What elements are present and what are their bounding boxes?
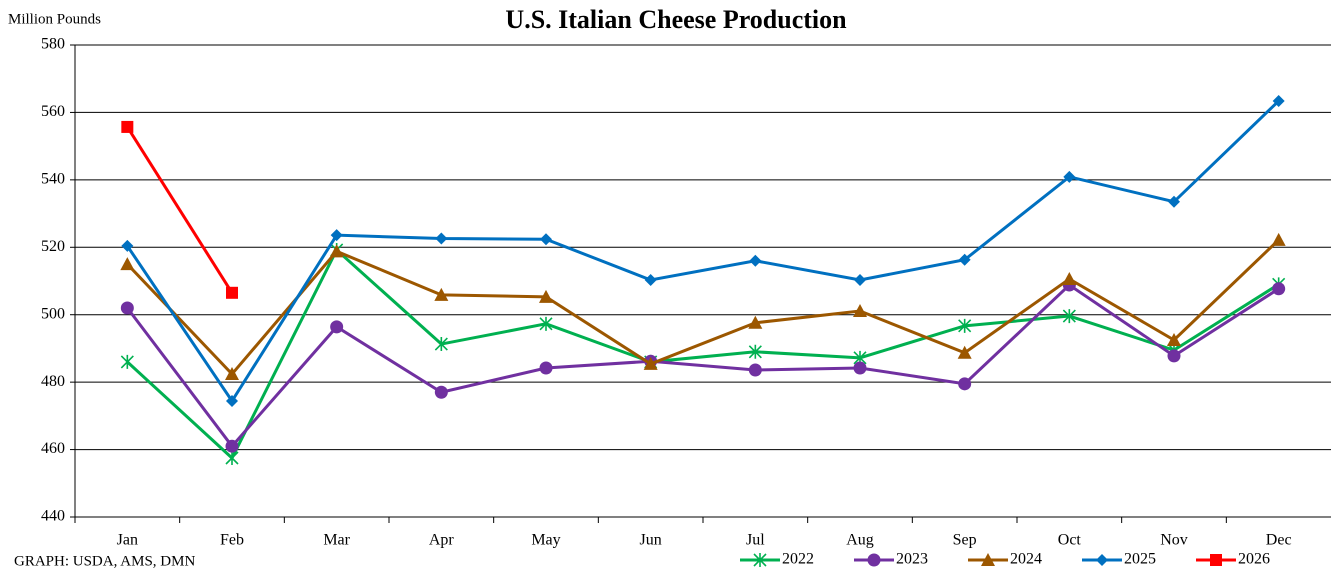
marker	[1272, 94, 1285, 107]
marker	[1062, 309, 1076, 324]
marker	[853, 361, 867, 375]
marker	[330, 229, 343, 242]
marker	[539, 316, 553, 331]
legend-label: 2022	[782, 551, 814, 568]
y-tick-label: 500	[41, 305, 65, 322]
marker	[957, 345, 972, 359]
marker	[539, 289, 553, 303]
x-tick-label: Oct	[1058, 532, 1082, 549]
marker	[121, 239, 134, 252]
x-tick-label: Feb	[220, 532, 244, 549]
marker	[1168, 195, 1180, 208]
legend-label: 2026	[1238, 551, 1270, 568]
x-tick-label: May	[531, 532, 560, 549]
y-tick-label: 460	[41, 440, 65, 457]
marker	[958, 377, 972, 391]
marker	[1167, 349, 1181, 363]
x-tick-label: Jul	[746, 532, 765, 549]
legend-label: 2024	[1010, 551, 1042, 568]
y-tick-label: 560	[41, 103, 65, 120]
source-note: GRAPH: USDA, AMS, DMN	[14, 553, 195, 569]
series-line	[126, 99, 1280, 404]
marker	[1210, 554, 1222, 566]
marker	[120, 354, 134, 369]
x-tick-label: Jan	[117, 532, 138, 549]
marker	[226, 286, 238, 299]
x-tick-label: Sep	[953, 532, 977, 549]
marker	[539, 361, 553, 375]
y-tick-label: 440	[41, 508, 65, 525]
marker	[1096, 554, 1108, 566]
series-line	[126, 247, 1280, 461]
marker	[643, 356, 658, 370]
marker	[1167, 333, 1181, 346]
marker	[854, 273, 866, 286]
marker	[1062, 271, 1077, 285]
series-line	[126, 283, 1280, 449]
legend-label: 2023	[896, 551, 928, 568]
marker	[434, 385, 448, 399]
y-tick-label: 520	[41, 238, 65, 255]
series-line	[126, 126, 234, 294]
marker	[853, 304, 867, 318]
marker	[225, 439, 239, 453]
x-tick-label: Nov	[1160, 532, 1188, 549]
marker	[1063, 170, 1076, 183]
y-tick-label: 580	[41, 36, 65, 53]
y-tick-label: 480	[41, 373, 65, 390]
marker	[1271, 232, 1286, 246]
legend-label: 2025	[1124, 551, 1156, 568]
x-tick-label: Mar	[323, 532, 350, 549]
marker	[748, 363, 762, 377]
marker	[226, 395, 238, 408]
x-tick-label: Dec	[1266, 532, 1292, 549]
chart-title: U.S. Italian Cheese Production	[505, 5, 847, 34]
marker	[1272, 282, 1286, 296]
marker	[749, 254, 762, 267]
marker	[434, 287, 449, 301]
marker	[958, 253, 971, 266]
x-tick-label: Apr	[429, 532, 455, 549]
series-line	[126, 238, 1280, 377]
marker	[120, 257, 135, 271]
marker	[225, 367, 239, 381]
marker	[121, 120, 134, 133]
marker	[748, 315, 763, 329]
marker	[330, 320, 344, 334]
marker	[120, 301, 134, 315]
marker	[540, 233, 552, 246]
marker	[958, 318, 972, 333]
y-axis-label: Million Pounds	[8, 11, 101, 27]
marker	[435, 232, 448, 245]
marker	[753, 553, 767, 567]
marker	[644, 273, 657, 286]
marker	[867, 553, 881, 567]
marker	[434, 337, 448, 352]
x-tick-label: Jun	[640, 532, 662, 549]
x-tick-label: Aug	[846, 532, 874, 549]
marker	[748, 344, 762, 359]
marker	[981, 553, 995, 566]
y-tick-label: 540	[41, 171, 65, 188]
marker	[329, 244, 344, 258]
marker	[225, 451, 239, 465]
